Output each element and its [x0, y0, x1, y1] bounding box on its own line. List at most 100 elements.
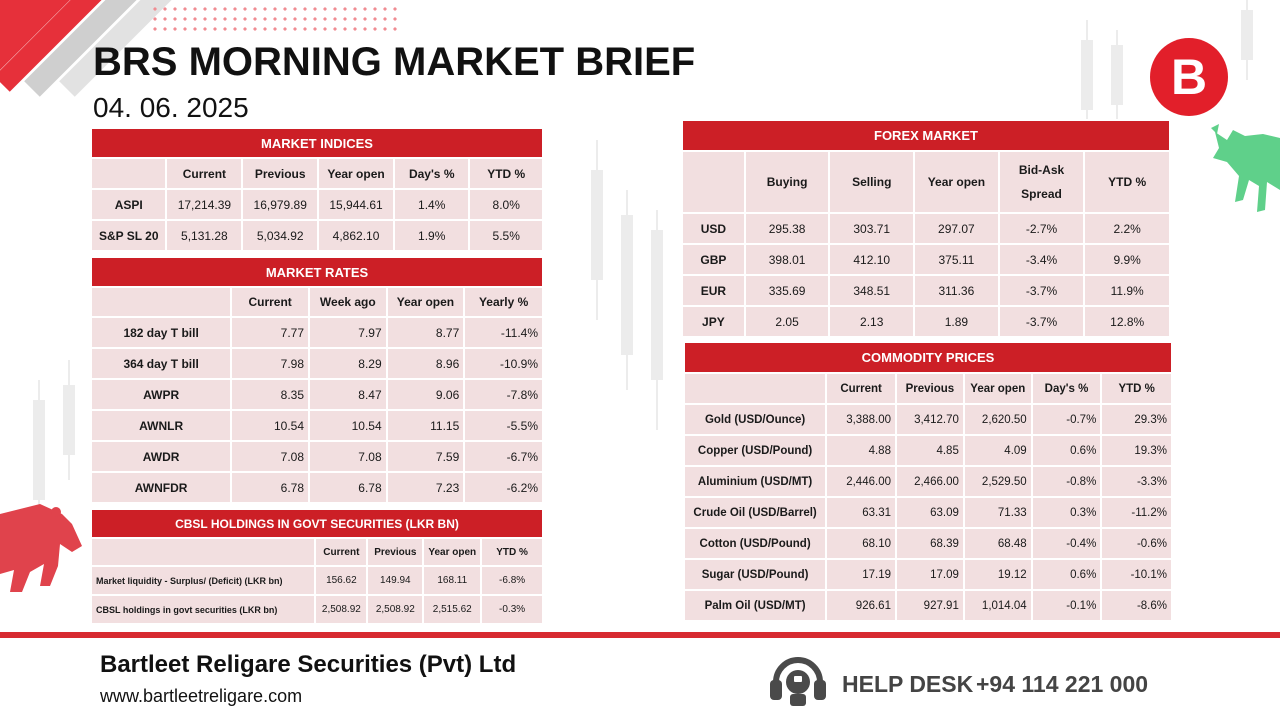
- table-cell: 2,508.92: [366, 594, 425, 625]
- table-cell: 0.6%: [1030, 558, 1103, 591]
- table-cell: 68.10: [825, 527, 897, 560]
- cbsl-holdings-table: CBSL HOLDINGS IN GOVT SECURITIES (LKR BN…: [89, 508, 544, 625]
- table-cell: -8.6%: [1100, 589, 1173, 622]
- table-row: USD 295.38 303.71 297.07 -2.7% 2.2%: [681, 212, 1171, 245]
- table-cell: 927.91: [894, 589, 965, 622]
- table-cell: -0.8%: [1030, 465, 1103, 498]
- column-header: Current: [825, 372, 897, 405]
- column-header: Current: [230, 286, 310, 318]
- row-label: AWPR: [89, 378, 233, 411]
- dot-pattern: [150, 4, 400, 32]
- table-cell: 168.11: [422, 565, 483, 596]
- row-label: S&P SL 20: [89, 219, 168, 252]
- table-cell: -0.6%: [1100, 527, 1173, 560]
- report-date: 04. 06. 2025: [93, 92, 249, 123]
- table-row: 182 day T bill 7.77 7.97 8.77 -11.4%: [89, 316, 544, 349]
- row-label: Gold (USD/Ounce): [682, 403, 828, 436]
- candle: [1111, 45, 1123, 105]
- commodity-prices-title: COMMODITY PRICES: [683, 341, 1173, 374]
- table-cell: 4.09: [962, 434, 1033, 467]
- header-corner: [681, 150, 746, 214]
- column-header: Previous: [241, 157, 320, 190]
- table-cell: 8.29: [308, 347, 388, 380]
- table-row: AWNFDR 6.78 6.78 7.23 -6.2%: [89, 471, 544, 504]
- table-row: 364 day T bill 7.98 8.29 8.96 -10.9%: [89, 347, 544, 380]
- column-header: Week ago: [308, 286, 388, 318]
- table-cell: 11.9%: [1083, 274, 1171, 307]
- table-cell: 19.12: [962, 558, 1033, 591]
- table-cell: 19.3%: [1100, 434, 1173, 467]
- table-cell: 8.96: [385, 347, 466, 380]
- table-cell: -3.7%: [997, 274, 1086, 307]
- brs-logo: B: [1150, 38, 1228, 116]
- table-cell: -11.4%: [463, 316, 544, 349]
- table-cell: 303.71: [828, 212, 916, 245]
- row-label: Sugar (USD/Pound): [682, 558, 828, 591]
- table-cell: 17,214.39: [165, 188, 244, 221]
- column-header: Year open: [317, 157, 395, 190]
- column-header: Current: [314, 537, 369, 567]
- row-label: GBP: [681, 243, 746, 276]
- table-row: GBP 398.01 412.10 375.11 -3.4% 9.9%: [681, 243, 1171, 276]
- table-cell: 7.97: [308, 316, 388, 349]
- table-cell: 297.07: [913, 212, 1000, 245]
- table-cell: 0.6%: [1030, 434, 1103, 467]
- column-header: YTD %: [468, 157, 544, 190]
- column-header: YTD %: [1100, 372, 1173, 405]
- table-cell: 8.77: [385, 316, 466, 349]
- candle: [1081, 40, 1093, 110]
- table-cell: 1.89: [913, 305, 1000, 338]
- table-cell: 1.4%: [392, 188, 471, 221]
- table-cell: 7.08: [230, 440, 310, 473]
- table-cell: 17.19: [825, 558, 897, 591]
- table-cell: 4.85: [894, 434, 965, 467]
- column-header: Year open: [913, 150, 1000, 214]
- table-cell: 15,944.61: [317, 188, 395, 221]
- table-cell: 68.48: [962, 527, 1033, 560]
- column-header: YTD %: [1083, 150, 1171, 214]
- website-link[interactable]: www.bartleetreligare.com: [100, 686, 303, 706]
- table-cell: 926.61: [825, 589, 897, 622]
- table-cell: 7.59: [385, 440, 466, 473]
- row-label: AWNLR: [89, 409, 233, 442]
- table-cell: 149.94: [366, 565, 425, 596]
- table-cell: 7.98: [230, 347, 310, 380]
- table-cell: 2,529.50: [962, 465, 1033, 498]
- table-row: Market liquidity - Surplus/ (Deficit) (L…: [89, 565, 544, 596]
- table-cell: 9.06: [385, 378, 466, 411]
- column-header: Previous: [366, 537, 425, 567]
- table-cell: 4,862.10: [317, 219, 395, 252]
- candle: [621, 215, 633, 355]
- table-cell: -10.9%: [463, 347, 544, 380]
- logo-letter: B: [1170, 49, 1208, 105]
- candle: [33, 400, 45, 500]
- table-cell: 16,979.89: [241, 188, 320, 221]
- forex-market-table: FOREX MARKET Buying Selling Year open Bi…: [681, 119, 1171, 338]
- row-label: AWNFDR: [89, 471, 233, 504]
- table-cell: 2,466.00: [894, 465, 965, 498]
- table-row: ASPI 17,214.39 16,979.89 15,944.61 1.4% …: [89, 188, 544, 221]
- help-desk-label: HELP DESK: [842, 671, 974, 697]
- table-row: Copper (USD/Pound) 4.88 4.85 4.09 0.6% 1…: [682, 434, 1173, 467]
- market-rates-title: MARKET RATES: [90, 256, 544, 288]
- table-cell: 63.09: [894, 496, 965, 529]
- table-cell: 7.77: [230, 316, 310, 349]
- row-label: 364 day T bill: [89, 347, 233, 380]
- row-label: EUR: [681, 274, 746, 307]
- table-row: Sugar (USD/Pound) 17.19 17.09 19.12 0.6%…: [682, 558, 1173, 591]
- commodity-prices-table: COMMODITY PRICES Current Previous Year o…: [682, 341, 1173, 622]
- table-cell: 8.35: [230, 378, 310, 411]
- table-cell: -11.2%: [1100, 496, 1173, 529]
- header-corner: [89, 286, 233, 318]
- table-cell: 2,515.62: [422, 594, 483, 625]
- row-label: Aluminium (USD/MT): [682, 465, 828, 498]
- column-header: Buying: [743, 150, 831, 214]
- table-cell: -0.1%: [1030, 589, 1103, 622]
- help-desk-phone[interactable]: +94 114 221 000: [976, 671, 1149, 697]
- table-row: Aluminium (USD/MT) 2,446.00 2,466.00 2,5…: [682, 465, 1173, 498]
- row-label: 182 day T bill: [89, 316, 233, 349]
- table-cell: 2,446.00: [825, 465, 897, 498]
- table-cell: 5.5%: [468, 219, 544, 252]
- table-cell: 2.2%: [1083, 212, 1171, 245]
- table-cell: 17.09: [894, 558, 965, 591]
